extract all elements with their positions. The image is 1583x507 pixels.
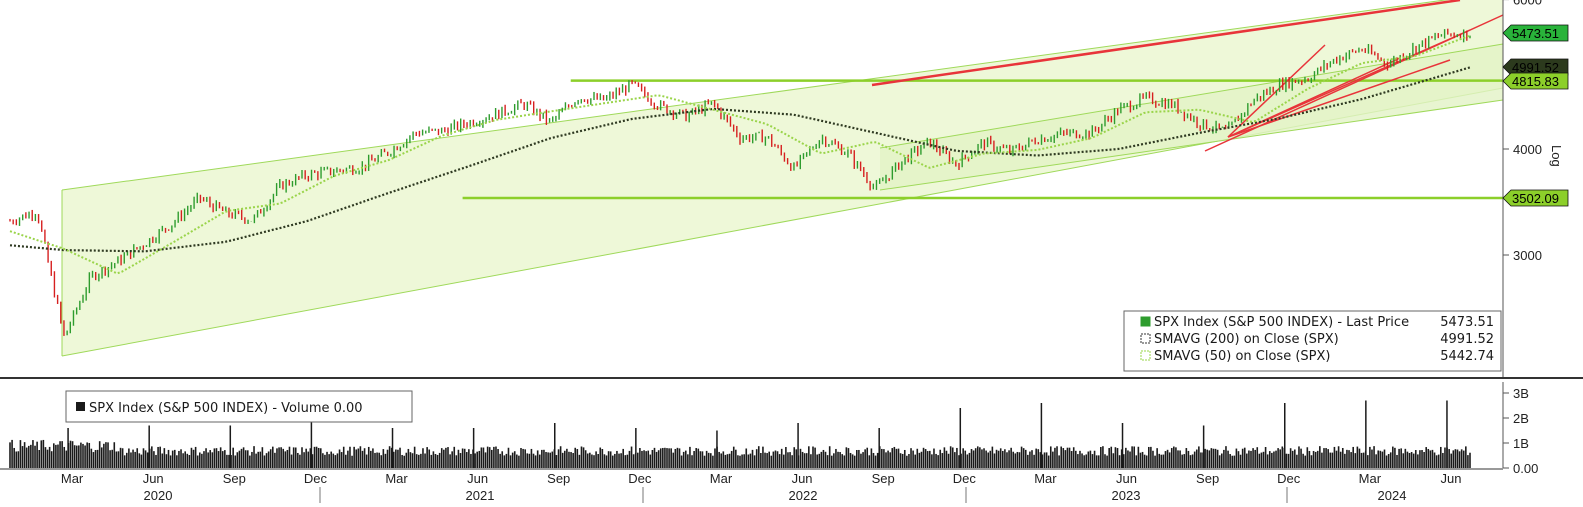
value-tag-box (1502, 24, 1569, 42)
price-tick-label-0: 3000 (1513, 248, 1542, 263)
legend-swatch-1 (1140, 333, 1151, 344)
legend-value-0: 5473.51 (1440, 315, 1494, 330)
trend-channel (62, 0, 1503, 356)
price-panel: SPX Index (S&P 500 INDEX) - Last Price 54… (9, 0, 1504, 372)
legend-value-1: 4991.52 (1440, 332, 1494, 347)
month-label-14: Sep (1196, 471, 1219, 486)
value-tag-2: 4815.83 (1502, 72, 1569, 90)
price-tick-label-2: 6000 (1513, 0, 1542, 8)
volume-tick-label-1: 1B (1513, 436, 1529, 451)
inner-channel-lower-line (879, 99, 1504, 191)
legend-swatch-2 (1140, 350, 1151, 361)
volume-tick-label-3: 3B (1513, 386, 1529, 401)
legend-value-2: 5442.74 (1440, 349, 1494, 364)
value-tag-label: 4815.83 (1512, 74, 1559, 89)
value-tag-3: 3502.09 (1502, 189, 1569, 207)
price-tick-label-1: 4000 (1513, 142, 1542, 157)
sma200-line (9, 66, 1471, 253)
value-tag-0: 5473.51 (1502, 24, 1569, 42)
month-label-0: Mar (61, 471, 84, 486)
month-label-8: Mar (710, 471, 733, 486)
value-tag-box (1502, 189, 1569, 207)
trend-line-0 (871, 0, 1461, 87)
volume-tick-label-2: 2B (1513, 411, 1529, 426)
month-label-2: Sep (223, 471, 246, 486)
month-label-9: Jun (792, 471, 813, 486)
month-label-3: Dec (304, 471, 328, 486)
sma50-line (9, 34, 1471, 275)
month-label-6: Sep (547, 471, 570, 486)
log-scale-label: Log (1549, 145, 1564, 167)
month-label-7: Dec (628, 471, 652, 486)
volume-panel: SPX Index (S&P 500 INDEX) - Volume 0.00 (9, 390, 1471, 468)
year-label-3: 2023 (1112, 488, 1141, 503)
month-label-12: Mar (1034, 471, 1057, 486)
month-label-4: Mar (385, 471, 408, 486)
legend-name-2: SMAVG (50) on Close (SPX) (1154, 349, 1330, 364)
month-label-11: Dec (953, 471, 977, 486)
volume-legend-label: SPX Index (S&P 500 INDEX) - Volume 0.00 (89, 401, 363, 416)
month-label-15: Dec (1277, 471, 1301, 486)
volume-bars (9, 400, 1471, 468)
value-tag-1: 4991.52 (1502, 58, 1569, 76)
month-label-10: Sep (872, 471, 895, 486)
month-label-13: Jun (1116, 471, 1137, 486)
year-label-4: 2024 (1378, 488, 1407, 503)
legend-swatch-0 (1140, 316, 1151, 327)
value-tag-box (1502, 58, 1569, 76)
value-tag-box (1502, 72, 1569, 90)
month-label-16: Mar (1359, 471, 1382, 486)
trend-line-4 (1227, 59, 1451, 138)
volume-tick-label-0: 0.00 (1513, 461, 1538, 476)
value-tag-label: 3502.09 (1512, 191, 1559, 206)
month-label-17: Jun (1440, 471, 1461, 486)
value-tag-label: 4991.52 (1512, 60, 1559, 75)
value-tag-label: 5473.51 (1512, 26, 1559, 41)
trend-line-5 (1227, 29, 1471, 138)
volume-legend-swatch (76, 402, 85, 411)
volume-legend: SPX Index (S&P 500 INDEX) - Volume 0.00 (65, 390, 413, 423)
price-candles (9, 28, 1471, 336)
channel-upper-line (61, 0, 1449, 191)
price-legend: SPX Index (S&P 500 INDEX) - Last Price 54… (1123, 310, 1502, 372)
month-label-5: Jun (467, 471, 488, 486)
legend-name-1: SMAVG (200) on Close (SPX) (1154, 332, 1339, 347)
year-label-2: 2022 (789, 488, 818, 503)
month-label-1: Jun (143, 471, 164, 486)
year-label-0: 2020 (144, 488, 173, 503)
legend-box (1123, 310, 1502, 372)
legend-name-0: SPX Index (S&P 500 INDEX) - Last Price (1154, 315, 1409, 330)
volume-legend-box (65, 390, 413, 423)
year-label-1: 2021 (466, 488, 495, 503)
